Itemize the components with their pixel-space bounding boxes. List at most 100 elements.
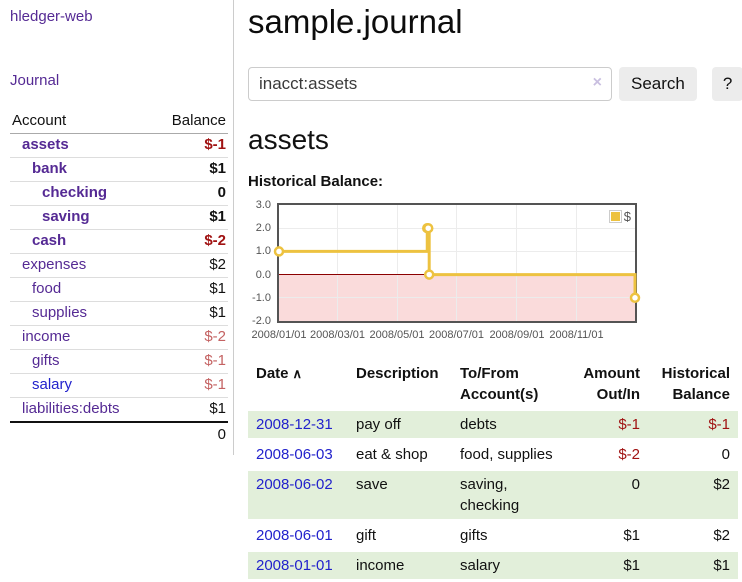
x-axis-tick-label: 2008/11/01 (549, 329, 604, 341)
y-axis-tick-label: 2.0 (255, 222, 271, 235)
x-axis-tick-label: 2008/07/01 (428, 329, 485, 341)
sidebar-account-row: income $-2 (10, 326, 228, 350)
register-col-label: Description (356, 365, 439, 382)
sort-asc-icon: ∧ (292, 366, 303, 381)
y-axis-tick-label: -1.0 (252, 291, 271, 304)
search-input[interactable] (248, 67, 612, 101)
register-row: 2008-06-02 save saving, checking 0 $2 (248, 471, 738, 519)
accounts-header-balance: Balance (171, 112, 226, 129)
register-amount-cell: 0 (570, 471, 648, 519)
transaction-date-link[interactable]: 2008-01-01 (256, 557, 333, 574)
sidebar-account-balance: $1 (209, 280, 226, 297)
balance-value: $1 (713, 557, 730, 574)
sidebar-account-balance: $-1 (204, 352, 226, 369)
register-row: 2008-12-31 pay off debts $-1 $-1 (248, 411, 738, 438)
sidebar-account-row: salary $-1 (10, 374, 228, 398)
register-col-label: Amount Out/In (583, 365, 640, 403)
nav-journal-link[interactable]: Journal (10, 72, 60, 89)
register-amount-cell: $-2 (570, 441, 648, 468)
sidebar-account-link-liabilities-debts[interactable]: liabilities:debts (22, 400, 120, 417)
chart-data-point (629, 292, 641, 304)
x-axis-tick-label: 2008/01/01 (251, 329, 307, 341)
transaction-date-link[interactable]: 2008-06-02 (256, 476, 333, 493)
search-form: × Search ? (248, 67, 742, 101)
sidebar-account-link-bank[interactable]: bank (32, 160, 68, 177)
y-axis-tick-label: 3.0 (255, 199, 271, 211)
register-col-description: Description (348, 360, 452, 408)
help-button[interactable]: ? (711, 67, 742, 101)
sidebar-account-link-checking[interactable]: checking (42, 184, 108, 201)
sidebar-account-row: assets $-1 (10, 134, 228, 158)
sidebar-account-balance: $1 (209, 160, 226, 177)
sidebar-account-row: gifts $-1 (10, 350, 228, 374)
accounts-header-account: Account (12, 112, 67, 129)
sidebar-account-link-salary[interactable]: salary (32, 376, 73, 393)
register-row: 2008-06-03 eat & shop food, supplies $-2 0 (248, 441, 738, 468)
sidebar-account-row: bank $1 (10, 158, 228, 182)
sidebar-account-link-food[interactable]: food (32, 280, 62, 297)
register-amount-cell: $1 (570, 522, 648, 549)
sidebar-account-row: liabilities:debts $1 (10, 398, 228, 421)
sidebar-account-balance: $-2 (204, 232, 226, 249)
sidebar-account-link-saving[interactable]: saving (42, 208, 90, 225)
register-accounts-cell: saving, checking (460, 476, 520, 514)
chart-data-point (423, 269, 435, 280)
amount-value: $-2 (618, 446, 640, 463)
balance-value: $-1 (708, 416, 730, 433)
chart-title: Historical Balance: (248, 173, 384, 190)
page-title: sample.journal (248, 3, 463, 40)
sidebar-account-link-assets[interactable]: assets (22, 136, 69, 153)
transaction-date-link[interactable]: 2008-06-01 (256, 527, 333, 544)
register-date-cell: 2008-06-01 (248, 522, 348, 549)
sidebar-account-link-supplies[interactable]: supplies (32, 304, 88, 321)
register-description-cell: pay off (356, 416, 401, 433)
gridline-vertical (396, 205, 398, 321)
register-col-to-from-account-s-: To/From Account(s) (452, 360, 570, 408)
clear-search-icon[interactable]: × (592, 74, 602, 91)
register-description-cell: save (356, 476, 388, 493)
legend-color-box (608, 210, 622, 223)
sidebar-account-row: saving $1 (10, 206, 228, 230)
sidebar-account-balance: $-1 (204, 136, 226, 153)
y-axis-tick-label: 1.0 (255, 245, 271, 258)
transaction-date-link[interactable]: 2008-12-31 (256, 416, 333, 433)
register-balance-cell: $2 (648, 522, 738, 549)
balance-value: 0 (721, 446, 730, 463)
gridline-vertical (516, 205, 518, 321)
x-axis-tick-label: 2008/05/01 (369, 329, 425, 341)
sidebar-account-link-gifts[interactable]: gifts (32, 352, 60, 369)
x-axis-tick-label: 2008/09/01 (489, 329, 545, 341)
register-col-label: Date (256, 365, 289, 382)
register-description-cell: income (356, 557, 405, 574)
gridline-vertical (456, 205, 457, 321)
register-col-date[interactable]: Date ∧ (248, 360, 348, 408)
sidebar-account-balance: $1 (209, 400, 226, 417)
register-date-cell: 2008-12-31 (248, 411, 348, 438)
register-balance-cell: $-1 (648, 411, 738, 438)
gridline-horizontal (279, 227, 635, 229)
register-col-label: Historical Balance (661, 365, 730, 403)
register-accounts-cell: salary (460, 557, 501, 574)
register-date-cell: 2008-06-02 (248, 471, 348, 519)
gridline-horizontal (279, 250, 635, 252)
sidebar-account-link-expenses[interactable]: expenses (22, 256, 87, 273)
register-col-amount-out-in: Amount Out/In (570, 360, 648, 408)
register-description-cell: eat & shop (356, 446, 428, 463)
sidebar-account-link-income[interactable]: income (22, 328, 71, 345)
sidebar-account-balance: $2 (209, 256, 226, 273)
search-button[interactable]: Search (619, 67, 697, 101)
register-accounts-cell: food, supplies (460, 446, 553, 463)
sidebar-account-row: supplies $1 (10, 302, 228, 326)
sidebar-account-link-cash[interactable]: cash (32, 232, 67, 249)
balance-value: $2 (713, 476, 730, 493)
sidebar-account-balance: 0 (217, 184, 226, 201)
brand-link[interactable]: hledger-web (10, 8, 93, 25)
transaction-date-link[interactable]: 2008-06-03 (256, 446, 333, 463)
amount-value: 0 (631, 476, 640, 493)
sidebar-account-row: food $1 (10, 278, 228, 302)
gridline-vertical (575, 205, 577, 321)
accounts-header-row: Account Balance (10, 110, 228, 134)
account-title: assets (248, 124, 329, 155)
sidebar-account-row: cash $-2 (10, 230, 228, 254)
register-amount-cell: $1 (570, 552, 648, 579)
